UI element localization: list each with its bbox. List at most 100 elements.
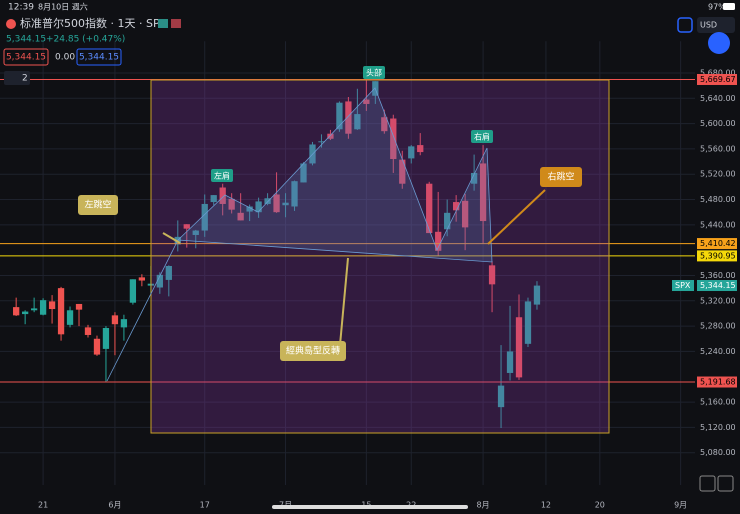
candle-body <box>381 117 388 132</box>
y-tick-label: 5,520.00 <box>700 170 736 179</box>
battery-icon <box>723 3 735 10</box>
home-indicator <box>272 505 468 509</box>
symbol-label: SPX <box>675 281 691 290</box>
bid[interactable]: 5,344.15 <box>6 53 46 63</box>
status-time: 12:39 <box>8 3 34 13</box>
level-tag <box>697 376 737 388</box>
candle-body <box>237 212 244 221</box>
symbol-title[interactable]: 标准普尔500指数 · 1天 · SP <box>20 16 160 30</box>
log-button[interactable] <box>717 475 734 492</box>
candle-body <box>506 351 514 373</box>
currency-box[interactable] <box>697 17 735 33</box>
level-label: 5,191.68 <box>700 378 736 387</box>
bid-box[interactable] <box>3 48 49 66</box>
candle-body <box>228 198 235 210</box>
candle-body <box>246 206 253 212</box>
y-tick-label: 5,320.00 <box>700 296 736 305</box>
tag <box>211 169 233 182</box>
compare-button[interactable] <box>677 17 693 33</box>
candle-body <box>408 146 415 159</box>
candle-body <box>255 201 262 213</box>
candle-body <box>75 303 83 310</box>
candle-body <box>219 187 226 204</box>
y-tick-label: 5,600.00 <box>700 119 736 128</box>
level-tag <box>697 73 737 85</box>
candle-body <box>165 265 172 280</box>
candle-body <box>30 308 38 311</box>
x-tick-label: 9月 <box>674 501 687 510</box>
callout-pointer <box>487 189 546 245</box>
candle-body <box>363 99 370 104</box>
price-label: 5,344.15 <box>700 281 736 290</box>
currency[interactable]: USD <box>700 21 717 30</box>
y-tick-label: 5,480.00 <box>700 195 736 204</box>
candle-body <box>102 328 110 349</box>
level-label: 5,410.42 <box>700 239 736 248</box>
candle-body <box>300 163 307 183</box>
candle-body <box>111 315 119 325</box>
y-tick-label: 5,120.00 <box>700 423 736 432</box>
change: +24.85 (+0.47%) <box>46 35 125 45</box>
candle-body <box>444 212 451 230</box>
x-tick-label: 20 <box>595 501 605 510</box>
candle-body <box>138 277 146 281</box>
level-label: 5,669.67 <box>700 75 736 84</box>
candle-body <box>327 133 334 139</box>
candle-body <box>461 200 469 228</box>
candle-body <box>183 224 190 229</box>
auto-button[interactable] <box>699 475 716 492</box>
price-tag <box>697 280 737 292</box>
candle-body <box>66 310 74 325</box>
candle-body <box>273 194 280 213</box>
tag <box>363 66 385 79</box>
candle-body <box>479 163 487 222</box>
y-tick-label: 5,440.00 <box>700 220 736 229</box>
scale-button[interactable] <box>708 32 730 54</box>
candle-body <box>129 279 137 303</box>
callout-box <box>78 195 118 215</box>
candle-body <box>282 202 289 206</box>
callout-pointer <box>339 257 349 346</box>
level-tag <box>697 250 737 262</box>
annotation: 左跳空 <box>84 199 111 211</box>
candle-body <box>201 203 208 231</box>
candle-body <box>93 338 101 355</box>
price: 5,344.15 <box>6 35 46 45</box>
callout-box <box>280 341 346 361</box>
y-tick-label: 5,640.00 <box>700 94 736 103</box>
candle-body <box>210 195 217 203</box>
candle-body <box>21 311 29 315</box>
ask[interactable]: 5,344.15 <box>79 53 119 63</box>
status-battery: 97% <box>708 3 726 12</box>
indicator-icon <box>171 19 181 28</box>
ask-box[interactable] <box>76 48 122 66</box>
indicator-toggle[interactable] <box>4 71 30 85</box>
candle-body <box>390 118 397 160</box>
candle-body <box>533 285 541 305</box>
candle-body <box>120 319 128 328</box>
spread: 0.00 <box>55 53 75 63</box>
annotation: 經典島型反轉 <box>286 345 340 357</box>
y-tick-label: 5,160.00 <box>700 398 736 407</box>
callout-box <box>540 167 582 187</box>
annotation: 右肩 <box>474 132 490 142</box>
top-bar <box>0 0 740 40</box>
candle-body <box>84 327 92 335</box>
y-tick-label: 5,360.00 <box>700 271 736 280</box>
symbol-icon <box>6 19 16 29</box>
candle-body <box>318 141 325 143</box>
candle-body <box>417 145 424 153</box>
annotation: 头部 <box>366 68 382 78</box>
y-tick-label: 5,560.00 <box>700 144 736 153</box>
indicator-count[interactable]: 2 <box>22 74 28 84</box>
y-tick-label: 5,280.00 <box>700 322 736 331</box>
status-date: 8月10日 週六 <box>38 2 88 12</box>
candle-body <box>435 231 442 251</box>
candle-body <box>399 159 406 184</box>
tag <box>471 130 493 143</box>
annotation: 左肩 <box>214 171 230 181</box>
candle-body <box>48 301 56 310</box>
y-tick-label: 5,240.00 <box>700 347 736 356</box>
